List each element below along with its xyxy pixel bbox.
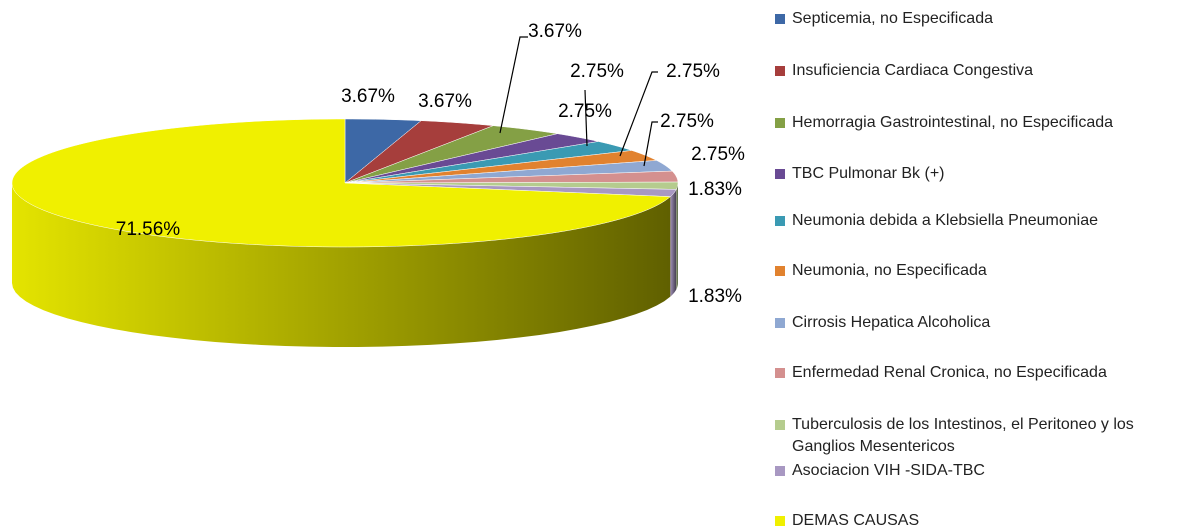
legend-label: Neumonia debida a Klebsiella Pneumoniae <box>792 212 1098 229</box>
pie-slice <box>11 118 671 248</box>
legend-item: Cirrosis Hepatica Alcoholica <box>775 312 1175 334</box>
pie-slice <box>344 150 658 184</box>
legend-label: Septicemia, no Especificada <box>792 10 993 27</box>
pie-side <box>12 183 671 347</box>
pie-slice <box>344 141 632 184</box>
legend-label: Asociacion VIH -SIDA-TBC <box>792 462 985 479</box>
pie-side <box>676 183 678 290</box>
data-label: 1.83% <box>688 286 742 307</box>
data-label: 1.83% <box>688 179 742 200</box>
legend-swatch <box>775 14 785 24</box>
data-label: 3.67% <box>418 91 472 112</box>
legend-label: Neumonia, no Especificada <box>792 262 987 279</box>
legend-item: Hemorragia Gastrointestinal, no Especifi… <box>775 112 1175 134</box>
legend-swatch <box>775 118 785 128</box>
legend-label: TBC Pulmonar Bk (+) <box>792 165 945 182</box>
pie-plot: 3.67% 3.67% 3.67% 2.75% 2.75% 2.75% 2.75% 2.75%… <box>11 21 745 347</box>
pie-side <box>670 189 677 297</box>
legend-item: DEMAS CAUSAS <box>775 510 1175 528</box>
legend-item: Enfermedad Renal Cronica, no Especificad… <box>775 362 1175 384</box>
legend-item: Neumonia debida a Klebsiella Pneumoniae <box>775 210 1175 232</box>
pie-slice <box>344 170 679 184</box>
legend-label: Insuficiencia Cardiaca Congestiva <box>792 62 1034 79</box>
legend-item: Neumonia, no Especificada <box>775 260 1175 282</box>
legend-swatch <box>775 169 785 179</box>
legend-item: Insuficiencia Cardiaca Congestiva <box>775 60 1175 82</box>
data-label: 2.75% <box>691 144 745 165</box>
legend-label: Hemorragia Gastrointestinal, no Especifi… <box>792 114 1114 131</box>
legend-swatch <box>775 368 785 378</box>
data-label: 2.75% <box>660 111 714 132</box>
data-label: 3.67% <box>528 21 582 42</box>
data-label: 3.67% <box>341 86 395 107</box>
pie-slice <box>344 160 673 184</box>
legend-item: Asociacion VIH -SIDA-TBC <box>775 460 1175 482</box>
legend-swatch <box>775 516 785 526</box>
pie-slice <box>344 120 494 184</box>
legend-item: Septicemia, no Especificada <box>775 8 1175 30</box>
legend-swatch <box>775 216 785 226</box>
legend-swatch <box>775 466 785 476</box>
legend-swatch <box>775 318 785 328</box>
legend-label: Cirrosis Hepatica Alcoholica <box>792 314 991 331</box>
pie-slice <box>344 125 558 184</box>
legend-swatch <box>775 420 785 430</box>
data-label: 2.75% <box>558 101 612 122</box>
legend-label: Tuberculosis de los Intestinos, el Perit… <box>792 416 1134 455</box>
leader-line <box>619 71 658 157</box>
pie-slice <box>344 118 422 184</box>
leader-line <box>499 36 528 134</box>
legend-item: Tuberculosis de los Intestinos, el Perit… <box>775 414 1175 458</box>
legend-label: Enfermedad Renal Cronica, no Especificad… <box>792 364 1107 381</box>
legend-item: TBC Pulmonar Bk (+) <box>775 163 1175 185</box>
data-label: 2.75% <box>570 61 624 82</box>
leader-line <box>584 89 588 147</box>
leader-line <box>643 121 658 167</box>
data-label: 2.75% <box>666 61 720 82</box>
legend-swatch <box>775 266 785 276</box>
pie-slice <box>344 133 599 184</box>
data-label: 71.56% <box>116 219 181 240</box>
legend-label: DEMAS CAUSAS <box>792 512 920 528</box>
legend-swatch <box>775 66 785 76</box>
